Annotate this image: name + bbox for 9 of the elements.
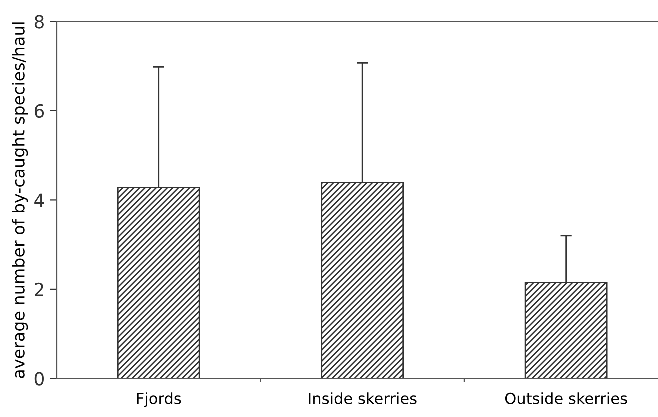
y-tick-label: 0: [34, 372, 44, 386]
y-axis-title: average number of by-caught species/haul: [12, 22, 28, 378]
y-tick-label: 4: [34, 194, 44, 208]
x-tick-label: Fjords: [137, 392, 182, 408]
x-tick-label: Outside skerries: [505, 392, 628, 404]
x-tick-label: Inside skerries: [309, 392, 417, 404]
y-tick-label: 6: [34, 104, 44, 118]
y-tick-label: 2: [35, 282, 44, 296]
y-tick-label: 8: [34, 15, 44, 29]
